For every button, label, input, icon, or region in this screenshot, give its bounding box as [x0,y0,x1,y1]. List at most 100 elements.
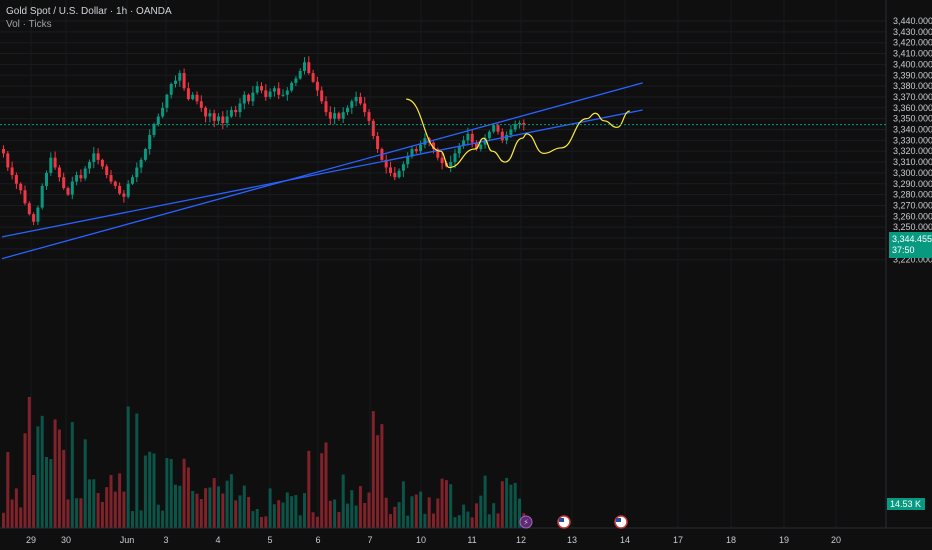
time-tick-label: 17 [673,535,683,545]
volume-bar [462,504,466,528]
price-tick-label: 3,390.000 [893,70,932,80]
lightning-icon[interactable] [519,515,533,529]
volume-bar [143,455,147,528]
price-axis[interactable]: 3,440.0003,430.0003,420.0003,410.0003,40… [893,16,932,265]
symbol-title[interactable]: Gold Spot / U.S. Dollar · 1h · OANDA [6,6,172,17]
volume-bar [105,487,109,528]
volume-bar [139,510,143,528]
grid-lines [0,0,886,528]
candle-body [49,157,53,173]
volume-bar [113,491,117,528]
lightning-icon-glyph: ⚡ [523,518,529,527]
volume-bar [500,481,504,528]
volume-bar [161,510,165,528]
volume-bar [260,517,263,528]
time-tick-label: 13 [567,535,577,545]
volume-bar [148,451,152,528]
volume-bar [419,491,423,528]
candlestick-series [2,56,526,226]
price-tick-label: 3,320.000 [893,146,932,156]
volume-bar [118,473,122,528]
candle-body [79,175,83,179]
candle-body [169,83,173,95]
candle-body [247,94,251,102]
candle-body [272,88,276,92]
candle-body [62,177,66,189]
candle-body [518,122,521,125]
projection-curve-drawings[interactable] [406,98,630,169]
candle-body [40,185,44,208]
trendline-drawings[interactable] [1,82,643,260]
volume-bar [358,486,362,528]
volume-bar [199,499,203,528]
volume-bar [6,452,10,528]
candle-body [100,159,104,167]
us-flag-icon-canton [559,518,564,522]
time-tick-label: 5 [267,535,272,545]
price-tick-label: 3,220.000 [893,255,932,265]
volume-bar [255,508,259,528]
candle-body [143,149,147,160]
trendline [1,82,643,260]
candle-body [14,175,18,184]
candle-body [354,96,358,102]
time-tick-label: 19 [779,535,789,545]
volume-bar [281,502,285,528]
candle-body [475,142,478,150]
volume-bar [156,504,160,528]
price-tick-label: 3,430.000 [893,27,932,37]
event-markers[interactable]: ⚡ [519,515,628,529]
candle-body [311,73,315,82]
candle-body [109,175,113,182]
candle-body [208,113,212,117]
candle-body [367,112,371,121]
volume-bar [518,498,521,528]
candle-body [466,133,470,141]
price-tick-label: 3,310.000 [893,157,932,167]
time-tick-label: 18 [726,535,736,545]
volume-bar [83,439,87,528]
candle-body [178,73,182,81]
volume-bar [303,493,306,528]
candle-body [462,140,466,146]
candle-body [324,101,328,113]
volume-bar [487,514,491,528]
trendline [1,109,643,238]
time-tick-label: 20 [831,535,841,545]
volume-bar [221,493,225,528]
candle-body [53,157,57,168]
candle-body [217,116,220,121]
candle-body [337,113,341,119]
volume-bar [100,501,104,528]
candle-body [401,164,405,171]
volume-bar [328,500,332,528]
candle-body [255,86,259,93]
candle-body [376,136,380,150]
volume-bar [57,429,61,528]
candle-body [212,113,216,121]
volume-bar [2,512,5,528]
candle-body [66,188,70,195]
candle-body [174,80,177,84]
candle-body [75,175,79,182]
volume-bar [225,480,229,528]
volume-bar [337,511,341,528]
candle-body [496,125,500,132]
volume-bar [66,499,70,528]
volume-bar [229,474,233,528]
volume-bar [410,496,414,528]
volume-bar [423,513,427,528]
candle-body [470,133,474,143]
price-tick-label: 3,370.000 [893,92,932,102]
time-axis[interactable]: 29 30 Jun 3 4 5 6 7 10 11 12 13 14 17 18 19 20 [26,535,841,545]
volume-bar [169,459,173,528]
price-tick-label: 3,300.000 [893,168,932,178]
candle-body [333,113,337,119]
price-tick-label: 3,410.000 [893,49,932,59]
price-tick-label: 3,440.000 [893,16,932,26]
projection-curve [406,98,630,169]
indicator-title[interactable]: Vol · Ticks [6,19,52,30]
candle-body [186,88,190,100]
volume-bar [509,484,513,528]
